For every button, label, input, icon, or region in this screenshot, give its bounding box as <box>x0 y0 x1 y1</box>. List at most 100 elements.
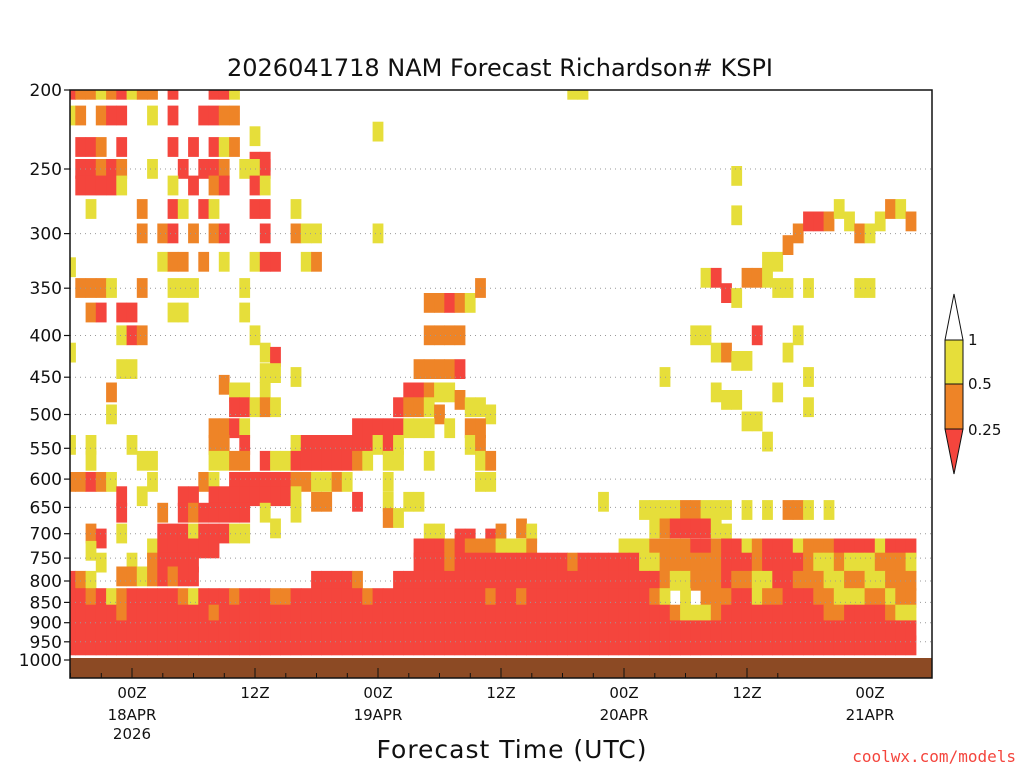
y-tick-label: 950 <box>30 633 62 653</box>
heatmap-cell <box>218 374 230 395</box>
y-tick-label: 650 <box>30 498 62 518</box>
heatmap-cell <box>649 518 661 539</box>
heatmap-cell <box>239 397 251 418</box>
heatmap-cell <box>95 472 107 492</box>
heatmap-cell <box>177 486 189 507</box>
heatmap-cell <box>813 211 825 232</box>
heatmap-cell <box>167 620 179 641</box>
heatmap-cell <box>393 418 404 439</box>
heatmap-cell <box>188 552 199 573</box>
heatmap-cell <box>167 137 179 157</box>
heatmap-cell <box>372 635 384 656</box>
heatmap-cell <box>147 538 158 559</box>
heatmap-cell <box>608 620 620 641</box>
heatmap-cell <box>239 486 251 507</box>
heatmap-cell <box>792 604 804 625</box>
heatmap-cell <box>577 90 589 100</box>
heatmap-cell <box>198 538 210 559</box>
heatmap-cell <box>70 588 76 608</box>
heatmap-cell <box>628 620 640 641</box>
heatmap-cell <box>844 604 855 625</box>
heatmap-cell <box>475 450 486 471</box>
heatmap-cell <box>844 588 855 608</box>
heatmap-cell <box>188 588 199 608</box>
heatmap-cell <box>444 538 456 559</box>
heatmap-cell <box>710 570 722 591</box>
heatmap-cell <box>75 472 87 492</box>
heatmap-cell <box>495 538 507 559</box>
heatmap-cell <box>116 105 128 126</box>
heatmap-cell <box>136 566 148 587</box>
heatmap-cell <box>823 635 835 656</box>
heatmap-cell <box>208 105 220 126</box>
heatmap-cell <box>885 199 896 219</box>
heatmap-cell <box>434 359 445 379</box>
heatmap-cell <box>208 472 220 492</box>
heatmap-cell <box>352 491 363 512</box>
heatmap-cell <box>833 538 845 559</box>
heatmap-cell <box>423 588 435 608</box>
heatmap-cell <box>700 552 712 573</box>
heatmap-cell <box>516 588 527 608</box>
heatmap-cell <box>628 635 640 656</box>
heatmap-cell <box>85 620 97 641</box>
heatmap-cell <box>157 502 169 523</box>
heatmap-cell <box>413 397 425 418</box>
heatmap-cell <box>239 278 251 298</box>
heatmap-cell <box>393 588 404 608</box>
heatmap-cell <box>741 411 753 432</box>
heatmap-cell <box>239 588 251 608</box>
heatmap-cell <box>341 435 353 455</box>
heatmap-cell <box>270 620 281 641</box>
heatmap-cell <box>85 175 97 196</box>
heatmap-cell <box>311 223 322 244</box>
heatmap-cell <box>731 538 743 559</box>
heatmap-cell <box>259 472 271 492</box>
heatmap-cell <box>649 588 661 608</box>
heatmap-cell <box>188 175 199 196</box>
heatmap-cell <box>782 342 794 363</box>
heatmap-cell <box>229 137 240 157</box>
heatmap-cell <box>147 604 158 625</box>
heatmap-cell <box>229 523 240 544</box>
heatmap-cell <box>106 175 117 196</box>
heatmap-cell <box>905 635 917 656</box>
heatmap-cell <box>823 588 835 608</box>
heatmap-cell <box>177 604 189 625</box>
heatmap-cell <box>341 604 353 625</box>
heatmap-cell <box>905 620 917 641</box>
heatmap-cell <box>413 491 425 512</box>
heatmap-cell <box>639 635 650 656</box>
heatmap-cell <box>639 538 650 559</box>
heatmap-cell <box>823 211 835 232</box>
heatmap-cell <box>700 604 712 625</box>
heatmap-cell <box>751 620 763 641</box>
heatmap-cell <box>75 588 87 608</box>
heatmap-cell <box>833 570 845 591</box>
heatmap-cell <box>485 620 497 641</box>
heatmap-cell <box>731 635 743 656</box>
heatmap-cell <box>690 620 702 641</box>
heatmap-cell <box>608 635 620 656</box>
heatmap-cell <box>423 418 435 439</box>
heatmap-cell <box>362 418 374 439</box>
heatmap-cell <box>423 523 435 544</box>
heatmap-cell <box>198 159 210 179</box>
heatmap-cell <box>598 491 609 512</box>
heatmap-cell <box>751 538 763 559</box>
heatmap-cell <box>577 552 589 573</box>
heatmap-cell <box>403 418 415 439</box>
heatmap-cell <box>444 604 456 625</box>
heatmap-cell <box>393 635 404 656</box>
heatmap-cell <box>628 570 640 591</box>
heatmap-cell <box>782 278 794 298</box>
heatmap-cell <box>270 251 281 272</box>
heatmap-cell <box>669 604 681 625</box>
heatmap-cell <box>659 635 671 656</box>
heatmap-cell <box>833 552 845 573</box>
heatmap-cell <box>300 604 312 625</box>
heatmap-cell <box>70 105 76 126</box>
heatmap-cell <box>639 604 650 625</box>
heatmap-cell <box>290 435 302 455</box>
heatmap-cell <box>495 635 507 656</box>
